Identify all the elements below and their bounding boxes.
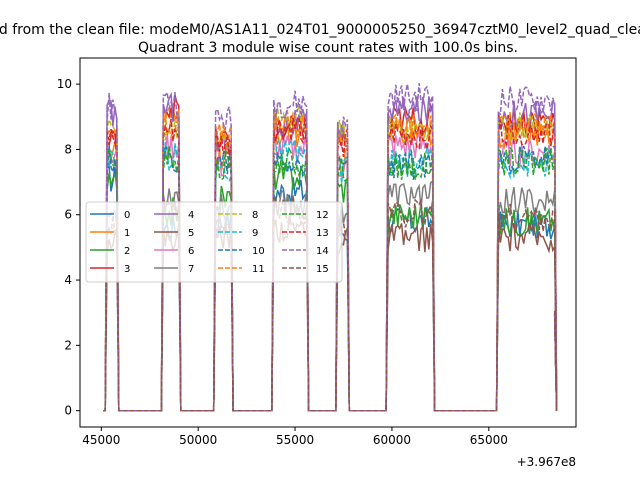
axes-frame bbox=[79, 57, 577, 428]
y-axis: 0 2 4 6 8 10 bbox=[57, 77, 80, 418]
x-tick-label: 45000 bbox=[82, 433, 120, 447]
legend-entry-0: 0 bbox=[124, 210, 130, 221]
legend-entry-7: 7 bbox=[188, 264, 194, 275]
x-axis: 45000 50000 55000 60000 65000 bbox=[82, 427, 508, 447]
figure-suptitle: Plotted from the clean file: modeM0/AS1A… bbox=[0, 22, 640, 38]
legend-entry-4: 4 bbox=[188, 210, 194, 221]
legend-entry-6: 6 bbox=[188, 246, 194, 257]
legend-entry-10: 10 bbox=[252, 246, 265, 257]
legend-entry-11: 11 bbox=[252, 264, 265, 275]
y-tick-label: 4 bbox=[64, 273, 72, 287]
x-tick-label: 65000 bbox=[470, 433, 508, 447]
series-layer bbox=[103, 83, 558, 412]
legend-entry-5: 5 bbox=[188, 228, 194, 239]
series-line-15 bbox=[103, 196, 558, 412]
legend-entry-1: 1 bbox=[124, 228, 130, 239]
legend-frame bbox=[85, 201, 343, 283]
legend-entry-13: 13 bbox=[316, 228, 329, 239]
legend-entry-9: 9 bbox=[252, 228, 258, 239]
y-tick-label: 2 bbox=[64, 338, 72, 352]
x-tick-label: 55000 bbox=[276, 433, 314, 447]
y-tick-label: 10 bbox=[57, 77, 72, 91]
legend-entry-3: 3 bbox=[124, 264, 130, 275]
x-axis-offset-label: +3.967e8 bbox=[517, 455, 576, 469]
chart-title: Quadrant 3 module wise count rates with … bbox=[138, 40, 518, 56]
y-tick-label: 0 bbox=[64, 404, 72, 418]
x-tick-label: 50000 bbox=[179, 433, 217, 447]
legend-entry-2: 2 bbox=[124, 246, 130, 257]
y-tick-label: 8 bbox=[64, 142, 72, 156]
x-tick-label: 60000 bbox=[373, 433, 411, 447]
legend-entry-12: 12 bbox=[316, 210, 329, 221]
legend-entry-8: 8 bbox=[252, 210, 258, 221]
legend-entry-14: 14 bbox=[316, 246, 329, 257]
legend-entry-15: 15 bbox=[316, 264, 329, 275]
y-tick-label: 6 bbox=[64, 208, 72, 222]
